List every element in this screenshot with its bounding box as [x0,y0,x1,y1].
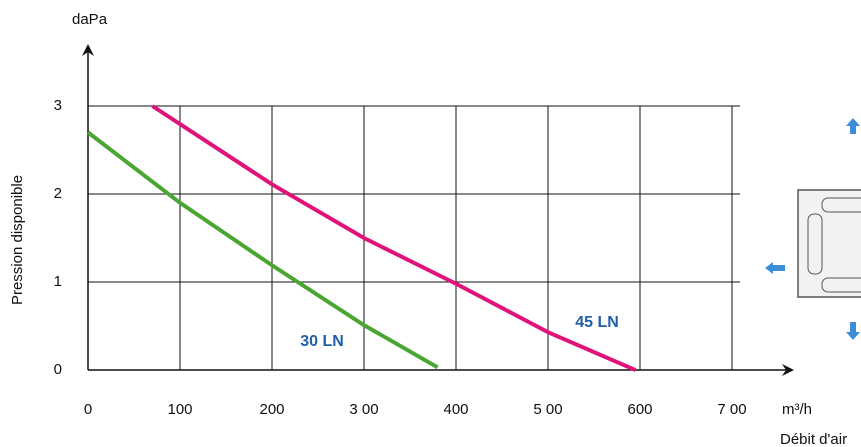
unit-icon [765,118,861,340]
series-label: 30 LN [300,333,344,350]
x-tick-label: 600 [627,401,652,418]
x-tick-label: 0 [84,401,92,418]
x-tick-label: 5 00 [533,401,562,418]
series-line [152,106,635,370]
y-tick-label: 1 [54,273,62,290]
y-title: Pression disponible [9,175,26,305]
y-tick-label: 2 [54,185,62,202]
x-tick-label: 400 [443,401,468,418]
x-tick-label: 200 [259,401,284,418]
chart: daPa Pression disponible m³/h Débit d'ai… [0,0,861,447]
x-tick-label: 100 [167,401,192,418]
y-tick-label: 3 [54,97,62,114]
x-unit: m³/h [782,401,812,418]
series-label: 45 LN [575,314,619,331]
y-unit: daPa [72,11,108,28]
x-tick-label: 3 00 [349,401,378,418]
y-tick-label: 0 [54,361,62,378]
x-title: Débit d'air [780,431,847,447]
x-tick-label: 7 00 [717,401,746,418]
